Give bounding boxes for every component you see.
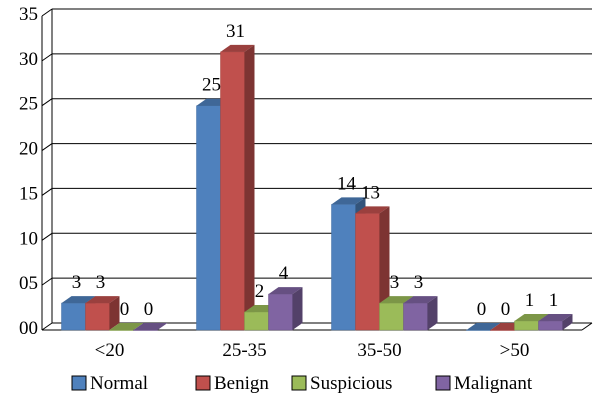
y-tick-label: 05 <box>19 273 38 294</box>
gridline-depth <box>41 53 53 62</box>
bar-top <box>466 323 501 330</box>
gridline-depth <box>41 8 53 17</box>
bar-front <box>403 302 428 331</box>
legend-label: Malignant <box>454 373 533 394</box>
bar-front <box>220 51 245 331</box>
bar-top <box>268 287 303 295</box>
legend: Normal Benign Suspicious Malignant <box>71 373 533 394</box>
legend-swatch <box>291 375 307 391</box>
y-tick-label: 35 <box>19 4 38 25</box>
data-label: 14 <box>337 173 357 194</box>
data-label: 2 <box>255 281 265 302</box>
gridline-depth <box>41 143 53 151</box>
bar-front <box>85 302 110 331</box>
bar-side <box>292 287 303 330</box>
gridline-depth <box>41 98 53 107</box>
gridline-depth <box>41 322 53 331</box>
bar-top <box>538 314 573 322</box>
legend-label: Suspicious <box>310 373 392 394</box>
bar <box>133 323 168 331</box>
data-label: 31 <box>226 21 245 42</box>
data-label: 25 <box>202 75 221 96</box>
gridline-depth <box>41 277 53 286</box>
bar-top <box>109 323 144 330</box>
data-label: 0 <box>120 299 130 320</box>
bar-front <box>196 105 221 331</box>
gridline-depth <box>41 188 53 196</box>
bar <box>85 296 120 331</box>
bar-top <box>133 323 168 330</box>
data-label: 1 <box>549 290 559 311</box>
gridlines <box>41 8 592 331</box>
data-label: 3 <box>390 272 400 293</box>
legend-label: Benign <box>214 373 269 394</box>
y-tick-label: 30 <box>19 49 38 70</box>
bar <box>403 296 438 331</box>
bar-front <box>61 302 86 331</box>
legend-swatch <box>195 375 211 391</box>
data-label: 3 <box>414 272 424 293</box>
data-label: 3 <box>72 272 82 293</box>
data-label: 3 <box>96 272 106 293</box>
bar <box>538 314 573 331</box>
bar-side <box>109 296 120 330</box>
bar-front <box>244 311 269 331</box>
bar-top <box>61 296 96 304</box>
bar-top <box>355 206 390 214</box>
bar-front <box>379 302 404 331</box>
gridline-depth <box>41 232 53 241</box>
bar-front <box>538 320 563 331</box>
bar-front <box>355 213 380 331</box>
bar-front <box>133 329 158 331</box>
data-label: 1 <box>525 290 535 311</box>
bar-top <box>403 296 438 304</box>
bar-side <box>562 314 573 330</box>
bar-top <box>379 296 414 304</box>
bar <box>268 287 303 331</box>
x-tick-label: >50 <box>500 340 530 361</box>
x-tick-label: 25-35 <box>222 340 266 361</box>
y-tick-label: 15 <box>19 183 38 204</box>
x-axis-depth <box>581 322 593 331</box>
legend-swatch <box>435 375 451 391</box>
bar-top <box>331 197 366 205</box>
x-tick-label: 35-50 <box>357 340 401 361</box>
y-tick-label: 00 <box>19 318 38 339</box>
x-tick-label: <20 <box>95 340 125 361</box>
bar-side <box>244 44 255 331</box>
data-label: 0 <box>501 299 511 320</box>
bar-front <box>514 320 539 331</box>
bars <box>61 44 573 331</box>
y-tick-label: 25 <box>19 94 38 115</box>
data-label: 13 <box>361 182 380 203</box>
bar-front <box>109 329 134 331</box>
y-tick-label: 10 <box>19 228 38 249</box>
legend-swatch <box>71 375 87 391</box>
bar-front <box>466 329 491 331</box>
legend-label: Normal <box>90 373 148 394</box>
bar <box>220 44 255 331</box>
y-tick-label: 20 <box>19 139 38 160</box>
bar-top <box>220 44 255 52</box>
bar-front <box>331 204 356 331</box>
bar-front <box>268 293 293 331</box>
data-label: 4 <box>279 263 289 284</box>
bar-top <box>85 296 120 304</box>
data-label: 0 <box>477 299 487 320</box>
bar-top <box>514 314 549 322</box>
bar-front <box>490 329 515 331</box>
data-label: 0 <box>144 299 154 320</box>
bar-side <box>427 296 438 330</box>
